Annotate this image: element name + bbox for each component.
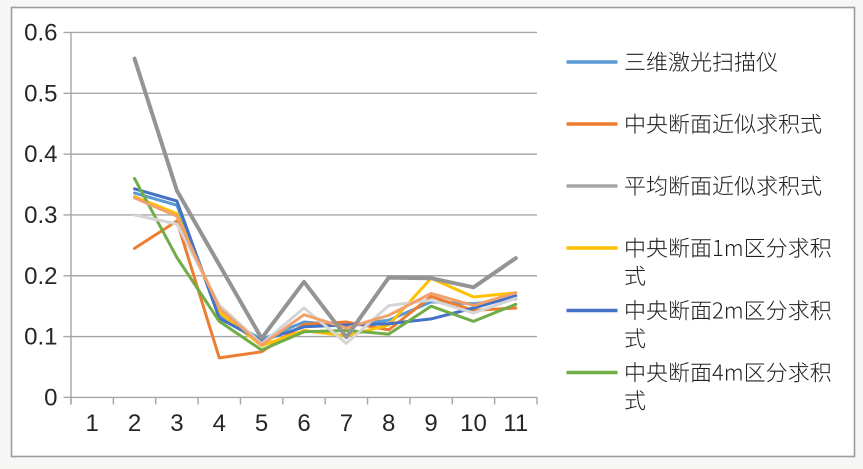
svg-text:5: 5 (255, 410, 268, 437)
svg-text:0.1: 0.1 (24, 324, 57, 351)
svg-text:4: 4 (213, 410, 226, 437)
svg-text:11: 11 (503, 410, 528, 437)
svg-text:7: 7 (340, 410, 353, 437)
svg-text:0.4: 0.4 (24, 141, 57, 168)
svg-text:0: 0 (44, 384, 57, 411)
svg-text:1: 1 (86, 410, 99, 437)
svg-text:8: 8 (382, 410, 395, 437)
svg-text:0.2: 0.2 (24, 263, 57, 290)
svg-text:9: 9 (424, 410, 437, 437)
svg-text:0.3: 0.3 (24, 202, 57, 229)
svg-text:0.6: 0.6 (24, 20, 57, 47)
svg-text:0.5: 0.5 (24, 80, 57, 107)
svg-text:3: 3 (170, 410, 183, 437)
svg-text:10: 10 (460, 410, 487, 437)
svg-text:6: 6 (297, 410, 310, 437)
svg-text:2: 2 (128, 410, 141, 437)
